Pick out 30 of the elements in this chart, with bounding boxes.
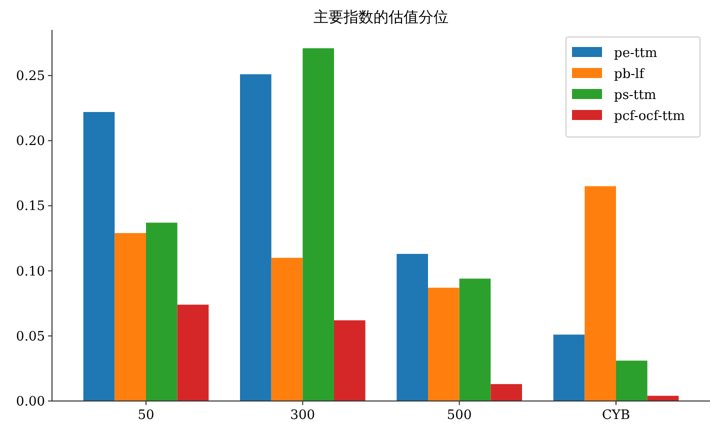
bar: [83, 112, 115, 401]
bar: [240, 74, 272, 401]
bar: [396, 254, 428, 401]
legend-label: pcf-ocf-ttm: [614, 109, 685, 124]
bar: [177, 304, 209, 401]
bar: [302, 48, 334, 401]
bar: [553, 334, 585, 401]
bar: [490, 384, 522, 401]
x-tick-label: 500: [446, 408, 472, 423]
y-tick-label: 0.25: [16, 69, 45, 84]
bar: [271, 258, 303, 401]
x-tick-label: 300: [290, 408, 316, 423]
y-tick-label: 0.10: [16, 264, 45, 280]
y-tick-label: 0.20: [16, 134, 45, 150]
x-tick-label: CYB: [602, 408, 630, 423]
bar: [459, 278, 491, 401]
chart-title: 主要指数的估值分位: [314, 8, 448, 26]
bar: [114, 233, 146, 401]
legend-label: pe-ttm: [614, 46, 658, 61]
bar: [616, 360, 648, 401]
y-tick-label: 0.00: [16, 394, 45, 410]
x-tick-label: 50: [138, 408, 154, 423]
y-tick-label: 0.05: [16, 329, 45, 344]
bar: [428, 288, 460, 401]
bar: [334, 320, 366, 401]
y-tick-label: 0.15: [16, 199, 45, 214]
bar: [146, 222, 178, 401]
legend-label: ps-ttm: [614, 88, 656, 103]
bar: [584, 186, 616, 401]
legend-label: pb-lf: [614, 67, 646, 82]
